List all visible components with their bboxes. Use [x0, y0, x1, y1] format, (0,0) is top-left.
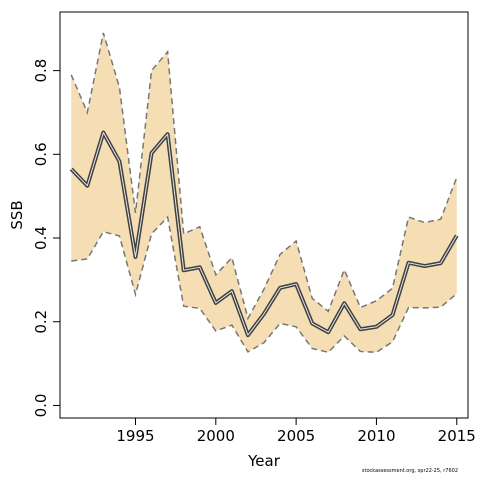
y-tick-label: 0.8: [32, 59, 50, 83]
confidence-band: [71, 32, 457, 353]
y-tick-label: 0.4: [32, 226, 50, 250]
x-axis: 1995 2000 2005 2010 2015: [116, 418, 476, 445]
series-lines-layer: [69, 32, 459, 354]
x-tick-label: 2010: [357, 427, 395, 445]
y-axis: 0.0 0.2 0.4 0.6 0.8: [32, 59, 60, 418]
y-tick-label: 0.2: [32, 310, 50, 334]
y-tick-label: 0.0: [32, 394, 50, 418]
confidence-band-layer: [71, 32, 457, 353]
x-tick-label: 2005: [277, 427, 315, 445]
ssb-estimate-line-core: [70, 132, 458, 336]
upper-bound-line: [70, 32, 458, 321]
x-tick-label: 2000: [197, 427, 235, 445]
x-axis-title: Year: [247, 452, 281, 470]
x-tick-label: 1995: [116, 427, 154, 445]
lower-bound-line: [71, 215, 458, 354]
y-tick-label: 0.6: [32, 142, 50, 166]
y-axis-title: SSB: [8, 200, 26, 229]
x-tick-label: 2015: [438, 427, 476, 445]
plot-frame: [59, 11, 469, 419]
footnote: stockassessment.org, spr22-25, r7602: [361, 468, 458, 474]
